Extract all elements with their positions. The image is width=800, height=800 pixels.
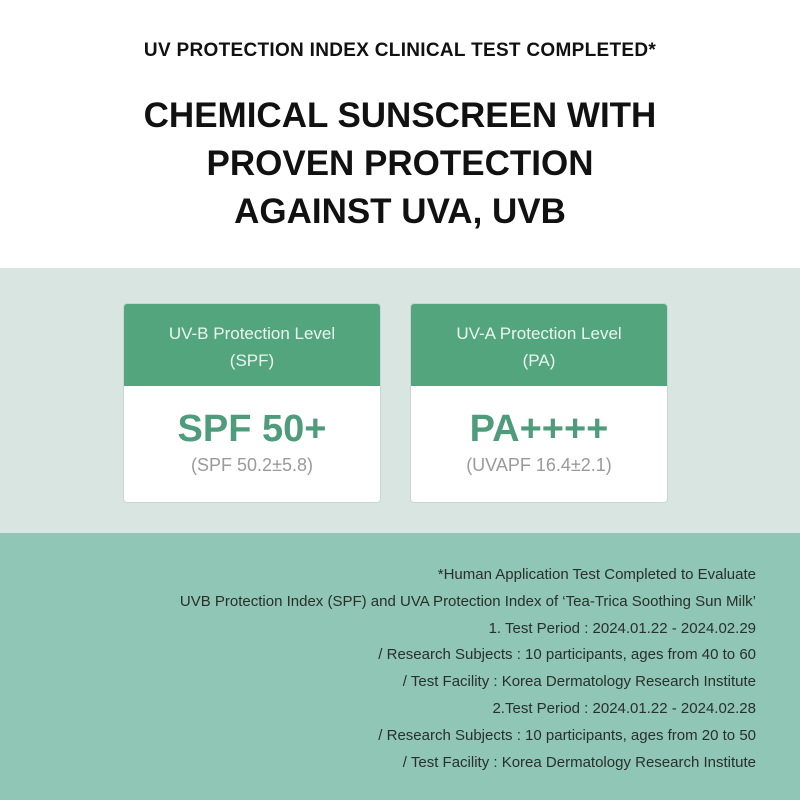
card-detail: (UVAPF 16.4±2.1): [466, 455, 612, 475]
footnote-section: *Human Application Test Completed to Eva…: [0, 533, 800, 800]
page-title: CHEMICAL SUNSCREEN WITH PROVEN PROTECTIO…: [0, 92, 800, 236]
card-header: UV-B Protection Level (SPF): [124, 304, 380, 386]
card-value: SPF 50+: [177, 408, 327, 450]
footnote-line: 1. Test Period : 2024.01.22 - 2024.02.29: [488, 619, 756, 637]
footnote-line: / Test Facility : Korea Dermatology Rese…: [402, 673, 756, 691]
card-header-line: UV-B Protection Level: [168, 324, 336, 343]
cards-section: [0, 268, 800, 533]
footnote-line: *Human Application Test Completed to Eva…: [437, 566, 756, 583]
subtitle: UV PROTECTION INDEX CLINICAL TEST COMPLE…: [143, 40, 657, 61]
card-value: PA++++: [469, 408, 609, 450]
card-header-line: (SPF): [229, 351, 275, 370]
card-header: UV-A Protection Level (PA): [411, 304, 667, 386]
footnote-line: 2.Test Period : 2024.01.22 - 2024.02.28: [492, 699, 756, 717]
footnote-line: / Research Subjects : 10 participants, a…: [378, 646, 756, 664]
card-header-line: UV-A Protection Level: [456, 324, 622, 343]
footnote-line: / Research Subjects : 10 participants, a…: [378, 726, 756, 744]
title-line: AGAINST UVA, UVB: [234, 192, 566, 231]
uva-card: UV-A Protection Level (PA) PA++++ (UVAPF…: [410, 303, 668, 503]
footnote: *Human Application Test Completed to Eva…: [180, 562, 756, 776]
title-line: CHEMICAL SUNSCREEN WITH: [143, 96, 657, 135]
footnote-line: / Test Facility : Korea Dermatology Rese…: [402, 753, 756, 771]
uvb-card: UV-B Protection Level (SPF) SPF 50+ (SPF…: [123, 303, 381, 503]
card-detail: (SPF 50.2±5.8): [191, 455, 313, 475]
header-section: UV PROTECTION INDEX CLINICAL TEST COMPLE…: [0, 0, 800, 268]
footnote-line: UVB Protection Index (SPF) and UVA Prote…: [179, 592, 756, 610]
card-header-line: (PA): [522, 351, 556, 370]
title-line: PROVEN PROTECTION: [206, 144, 594, 183]
